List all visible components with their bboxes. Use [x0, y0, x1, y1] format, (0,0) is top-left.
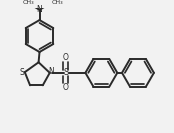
Text: N: N — [37, 5, 42, 14]
Text: S: S — [63, 68, 68, 77]
Text: O: O — [63, 53, 69, 62]
Text: CH₃: CH₃ — [52, 0, 63, 5]
Text: N: N — [48, 67, 54, 76]
Text: O: O — [63, 83, 69, 92]
Text: CH₃: CH₃ — [23, 0, 34, 5]
Text: S: S — [19, 68, 24, 77]
